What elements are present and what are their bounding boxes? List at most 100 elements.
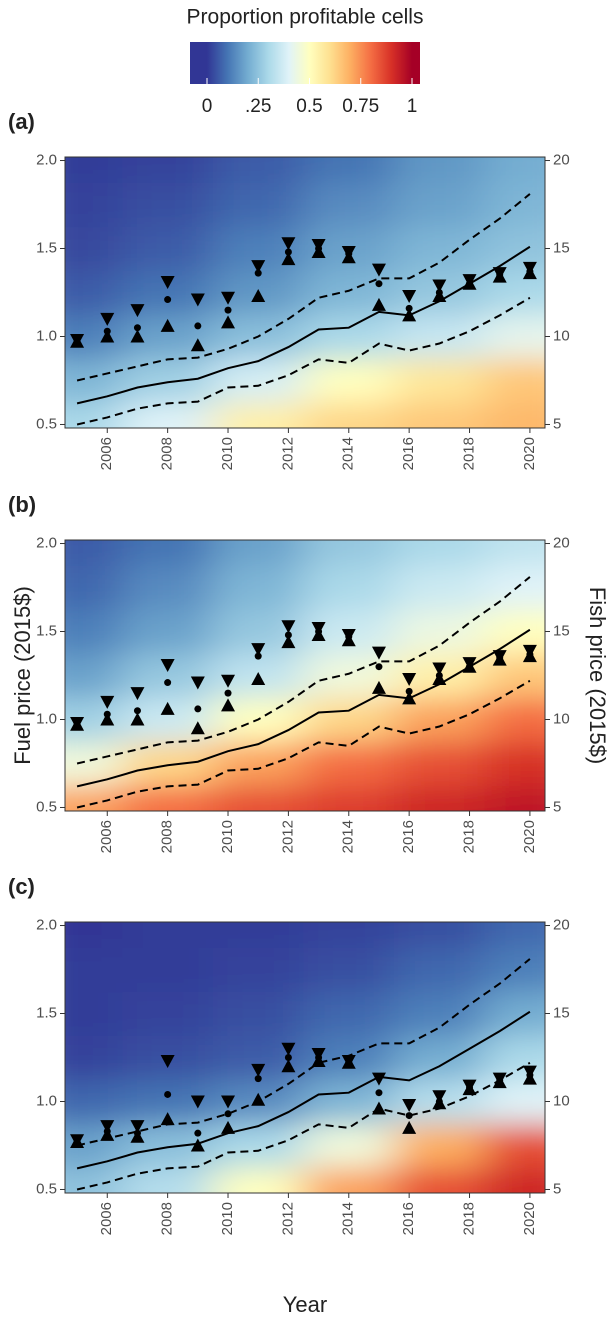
- heat-cell: [65, 565, 123, 611]
- colorbar-tick-label: .25: [245, 96, 271, 117]
- y2-axis-title: Fish price (2015$): [585, 587, 610, 764]
- fish-upper: [130, 687, 145, 701]
- heat-cell: [484, 540, 545, 567]
- heat-cell: [65, 922, 123, 949]
- heat-cell: [484, 565, 545, 611]
- x-tick-label: 2016: [400, 1202, 417, 1235]
- plot-frame: [64, 539, 546, 812]
- y2-tick-label: 5: [553, 415, 561, 432]
- fish-mean: [284, 631, 292, 639]
- fish-upper: [251, 260, 266, 274]
- y-tick-label: 0.5: [36, 798, 57, 815]
- fish-upper: [432, 279, 447, 293]
- heat-cell: [484, 922, 545, 949]
- heat-cell: [65, 270, 123, 315]
- fish-mean: [435, 672, 443, 679]
- y2-tick-label: 20: [553, 151, 570, 168]
- panel-label: (c): [8, 874, 35, 899]
- fuel-line: [76, 1010, 531, 1170]
- fuel-line: [76, 628, 531, 788]
- fish-lower: [190, 338, 205, 352]
- fish-upper: [371, 646, 386, 660]
- x-tick-label: 2012: [279, 1202, 296, 1235]
- fish-mean: [496, 654, 504, 662]
- fish-mean: [224, 1110, 232, 1118]
- colorbar-tick-label: 0: [202, 96, 213, 117]
- fish-upper: [190, 293, 205, 307]
- heat-cell: [212, 947, 304, 993]
- x-axis-title: Year: [283, 1292, 327, 1317]
- heat-cell: [394, 991, 486, 1037]
- fish-lower: [221, 315, 236, 329]
- heat-cell: [394, 922, 486, 949]
- heat-cell: [484, 157, 545, 184]
- fish-lower: [371, 680, 386, 694]
- heat-cell: [122, 358, 214, 403]
- fish-lower: [281, 252, 296, 266]
- fish-lower: [251, 672, 266, 686]
- x-tick-label: 2010: [219, 437, 236, 470]
- fish-upper: [100, 695, 115, 709]
- fuel-line: [76, 193, 531, 382]
- fish-upper: [281, 1042, 296, 1056]
- x-tick-label: 2020: [521, 437, 538, 470]
- fish-upper: [221, 291, 236, 305]
- x-tick-label: 2008: [159, 1202, 176, 1235]
- heat-cell: [212, 741, 304, 786]
- heat-cell: [303, 157, 395, 184]
- x-tick-label: 2012: [279, 437, 296, 470]
- fish-mean: [496, 1076, 504, 1084]
- fish-mean: [526, 1071, 534, 1079]
- colorbar: [190, 42, 420, 84]
- heat-cell: [394, 741, 486, 786]
- heat-cell: [303, 358, 395, 403]
- y-tick-label: 0.5: [36, 415, 57, 432]
- x-tick-label: 2020: [521, 1202, 538, 1235]
- heat-cell: [394, 182, 486, 228]
- heat-cell: [484, 1123, 545, 1168]
- x-tick-label: 2020: [521, 820, 538, 853]
- y-axis-title: Fuel price (2015$): [10, 586, 35, 765]
- y2-tick-label: 10: [553, 710, 570, 727]
- heat-cell: [303, 741, 395, 786]
- fish-lower: [402, 308, 417, 322]
- fish-mean: [103, 710, 111, 718]
- panel-label: (b): [8, 492, 36, 517]
- heat-cell: [212, 991, 304, 1037]
- fish-upper: [221, 1095, 236, 1109]
- heat-cell: [122, 402, 214, 428]
- heat-cell: [394, 358, 486, 403]
- fish-upper: [432, 1090, 447, 1104]
- heat-cell: [65, 402, 123, 428]
- fish-mean: [73, 721, 81, 729]
- heat-cell: [65, 226, 123, 272]
- heat-cell: [212, 402, 304, 428]
- heat-cell: [122, 741, 214, 786]
- heat-cell: [65, 540, 123, 567]
- fish-lower: [130, 712, 145, 726]
- heat-cell: [394, 540, 486, 567]
- heat-cell: [394, 697, 486, 742]
- fish-lower: [281, 1059, 296, 1073]
- fish-mean: [73, 338, 81, 346]
- heat-cell: [122, 947, 214, 993]
- heat-cell: [394, 1167, 486, 1193]
- y-tick-label: 1.0: [36, 327, 57, 344]
- heat-cell: [394, 565, 486, 611]
- fish-mean: [224, 306, 232, 314]
- heatmap: [65, 540, 545, 811]
- fish-mean: [103, 1127, 111, 1135]
- fish-upper: [190, 1095, 205, 1109]
- y2-tick-label: 15: [553, 239, 570, 256]
- fish-mean: [133, 707, 141, 715]
- heat-cell: [65, 609, 123, 655]
- fish-lower: [221, 1120, 236, 1134]
- fish-lower: [160, 1112, 175, 1126]
- fish-mean: [405, 687, 413, 695]
- y-tick-label: 1.5: [36, 239, 57, 256]
- fish-upper: [251, 1063, 266, 1077]
- fish-mean: [284, 1054, 292, 1061]
- heat-cell: [303, 540, 395, 567]
- y2-tick-label: 5: [553, 798, 561, 815]
- fish-upper: [402, 1099, 417, 1113]
